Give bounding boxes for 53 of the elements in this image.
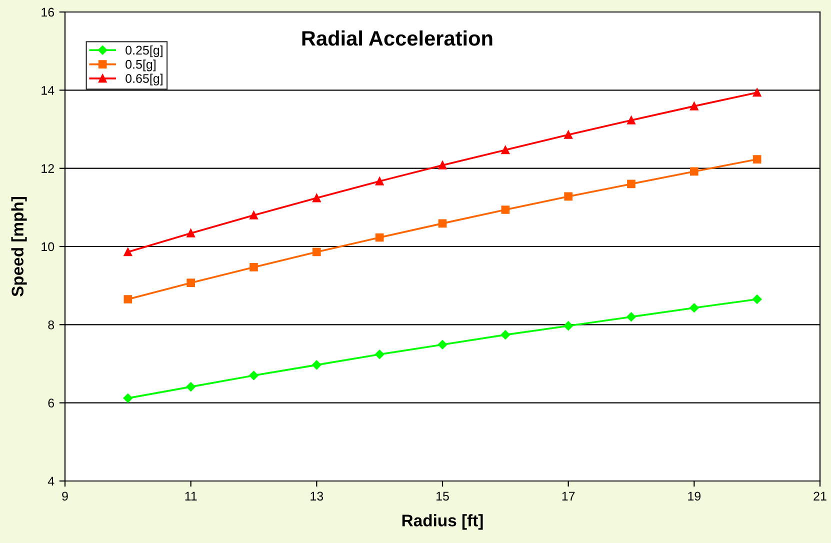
y-tick-label: 16	[42, 8, 54, 17]
point	[501, 146, 510, 154]
x-tick-label: 21	[814, 492, 826, 500]
point	[374, 350, 384, 359]
point	[752, 294, 762, 304]
x-tick-label: 19	[688, 492, 701, 501]
x-axis-title: Radius [ft]	[402, 514, 483, 530]
point	[186, 229, 195, 238]
point	[186, 382, 196, 392]
legend-label: 0.25[g]	[126, 45, 162, 58]
x-tick-label: 13	[310, 492, 324, 501]
point	[312, 360, 322, 370]
point	[626, 312, 636, 322]
y-tick-label: 4	[48, 476, 54, 486]
legend-label: 0.65[g]	[126, 74, 162, 86]
x-tick-label: 15	[436, 492, 449, 501]
point	[438, 340, 448, 350]
point	[564, 130, 572, 139]
point	[438, 219, 447, 228]
point	[186, 278, 195, 288]
point	[123, 394, 133, 403]
point	[124, 295, 132, 304]
y-tick-label: 12	[42, 164, 54, 173]
point	[500, 330, 510, 340]
point	[375, 177, 384, 186]
point	[501, 206, 510, 214]
point	[690, 102, 698, 110]
point	[627, 180, 636, 188]
point	[564, 192, 572, 201]
x-tick-label: 17	[562, 492, 575, 500]
point	[690, 167, 698, 176]
point	[249, 370, 258, 380]
point	[312, 194, 321, 202]
point	[438, 161, 447, 170]
y-tick-label: 14	[42, 86, 54, 95]
y-tick-label: 10	[42, 242, 54, 252]
x-tick-label: 11	[185, 492, 197, 500]
point	[375, 233, 384, 242]
y-tick-label: 8	[48, 320, 54, 330]
point	[124, 248, 132, 256]
point	[564, 321, 573, 330]
point	[312, 248, 321, 256]
point	[250, 211, 258, 220]
text: Radial Acceleration	[302, 30, 492, 46]
point	[690, 303, 699, 312]
legend-label: 0.5[g]	[126, 60, 156, 72]
y-axis-title: Speed [mph]	[11, 196, 27, 296]
point	[752, 88, 762, 97]
point	[250, 263, 258, 272]
y-tick-label: 6	[48, 398, 54, 408]
x-tick-label: 9	[62, 492, 68, 501]
point	[627, 116, 636, 124]
point	[752, 155, 762, 164]
